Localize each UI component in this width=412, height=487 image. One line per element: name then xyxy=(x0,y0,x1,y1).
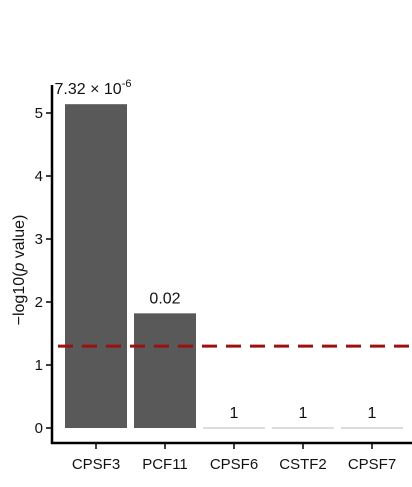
y-axis-label-italic: p xyxy=(11,263,28,273)
y-tick-label: 3 xyxy=(35,231,43,248)
y-tick-label: 0 xyxy=(35,420,43,437)
x-tick-label: CPSF6 xyxy=(210,456,258,473)
axes-layer xyxy=(46,85,412,449)
bar xyxy=(134,313,196,428)
y-tick-label: 1 xyxy=(35,357,43,374)
labels-layer: 0 1 2 3 4 5 CPSF3 PCF11 CPSF6 CSTF2 CPSF7 7.32 × 10… xyxy=(35,78,397,473)
bar-value-label: 0.02 xyxy=(149,290,180,307)
x-tick-label: PCF11 xyxy=(142,456,188,473)
bar xyxy=(65,104,127,429)
y-tick-label: 4 xyxy=(35,168,43,185)
y-axis-label: −log10(p value) xyxy=(11,215,28,326)
bar-value-label: 1 xyxy=(299,405,308,422)
y-tick-label: 2 xyxy=(35,294,43,311)
bar-value-label: 1 xyxy=(230,405,239,422)
x-tick-label: CPSF3 xyxy=(72,456,120,473)
bars-layer xyxy=(65,104,403,429)
y-tick-label: 5 xyxy=(35,105,43,122)
x-tick-label: CSTF2 xyxy=(279,456,327,473)
y-axis-label-suffix: value) xyxy=(11,215,28,263)
y-axis-label-prefix: −log10( xyxy=(11,271,28,325)
x-tick-label: CPSF7 xyxy=(348,456,396,473)
bar-value-label: 7.32 × 10-6 xyxy=(55,78,132,98)
bar-value-label: 1 xyxy=(368,405,377,422)
